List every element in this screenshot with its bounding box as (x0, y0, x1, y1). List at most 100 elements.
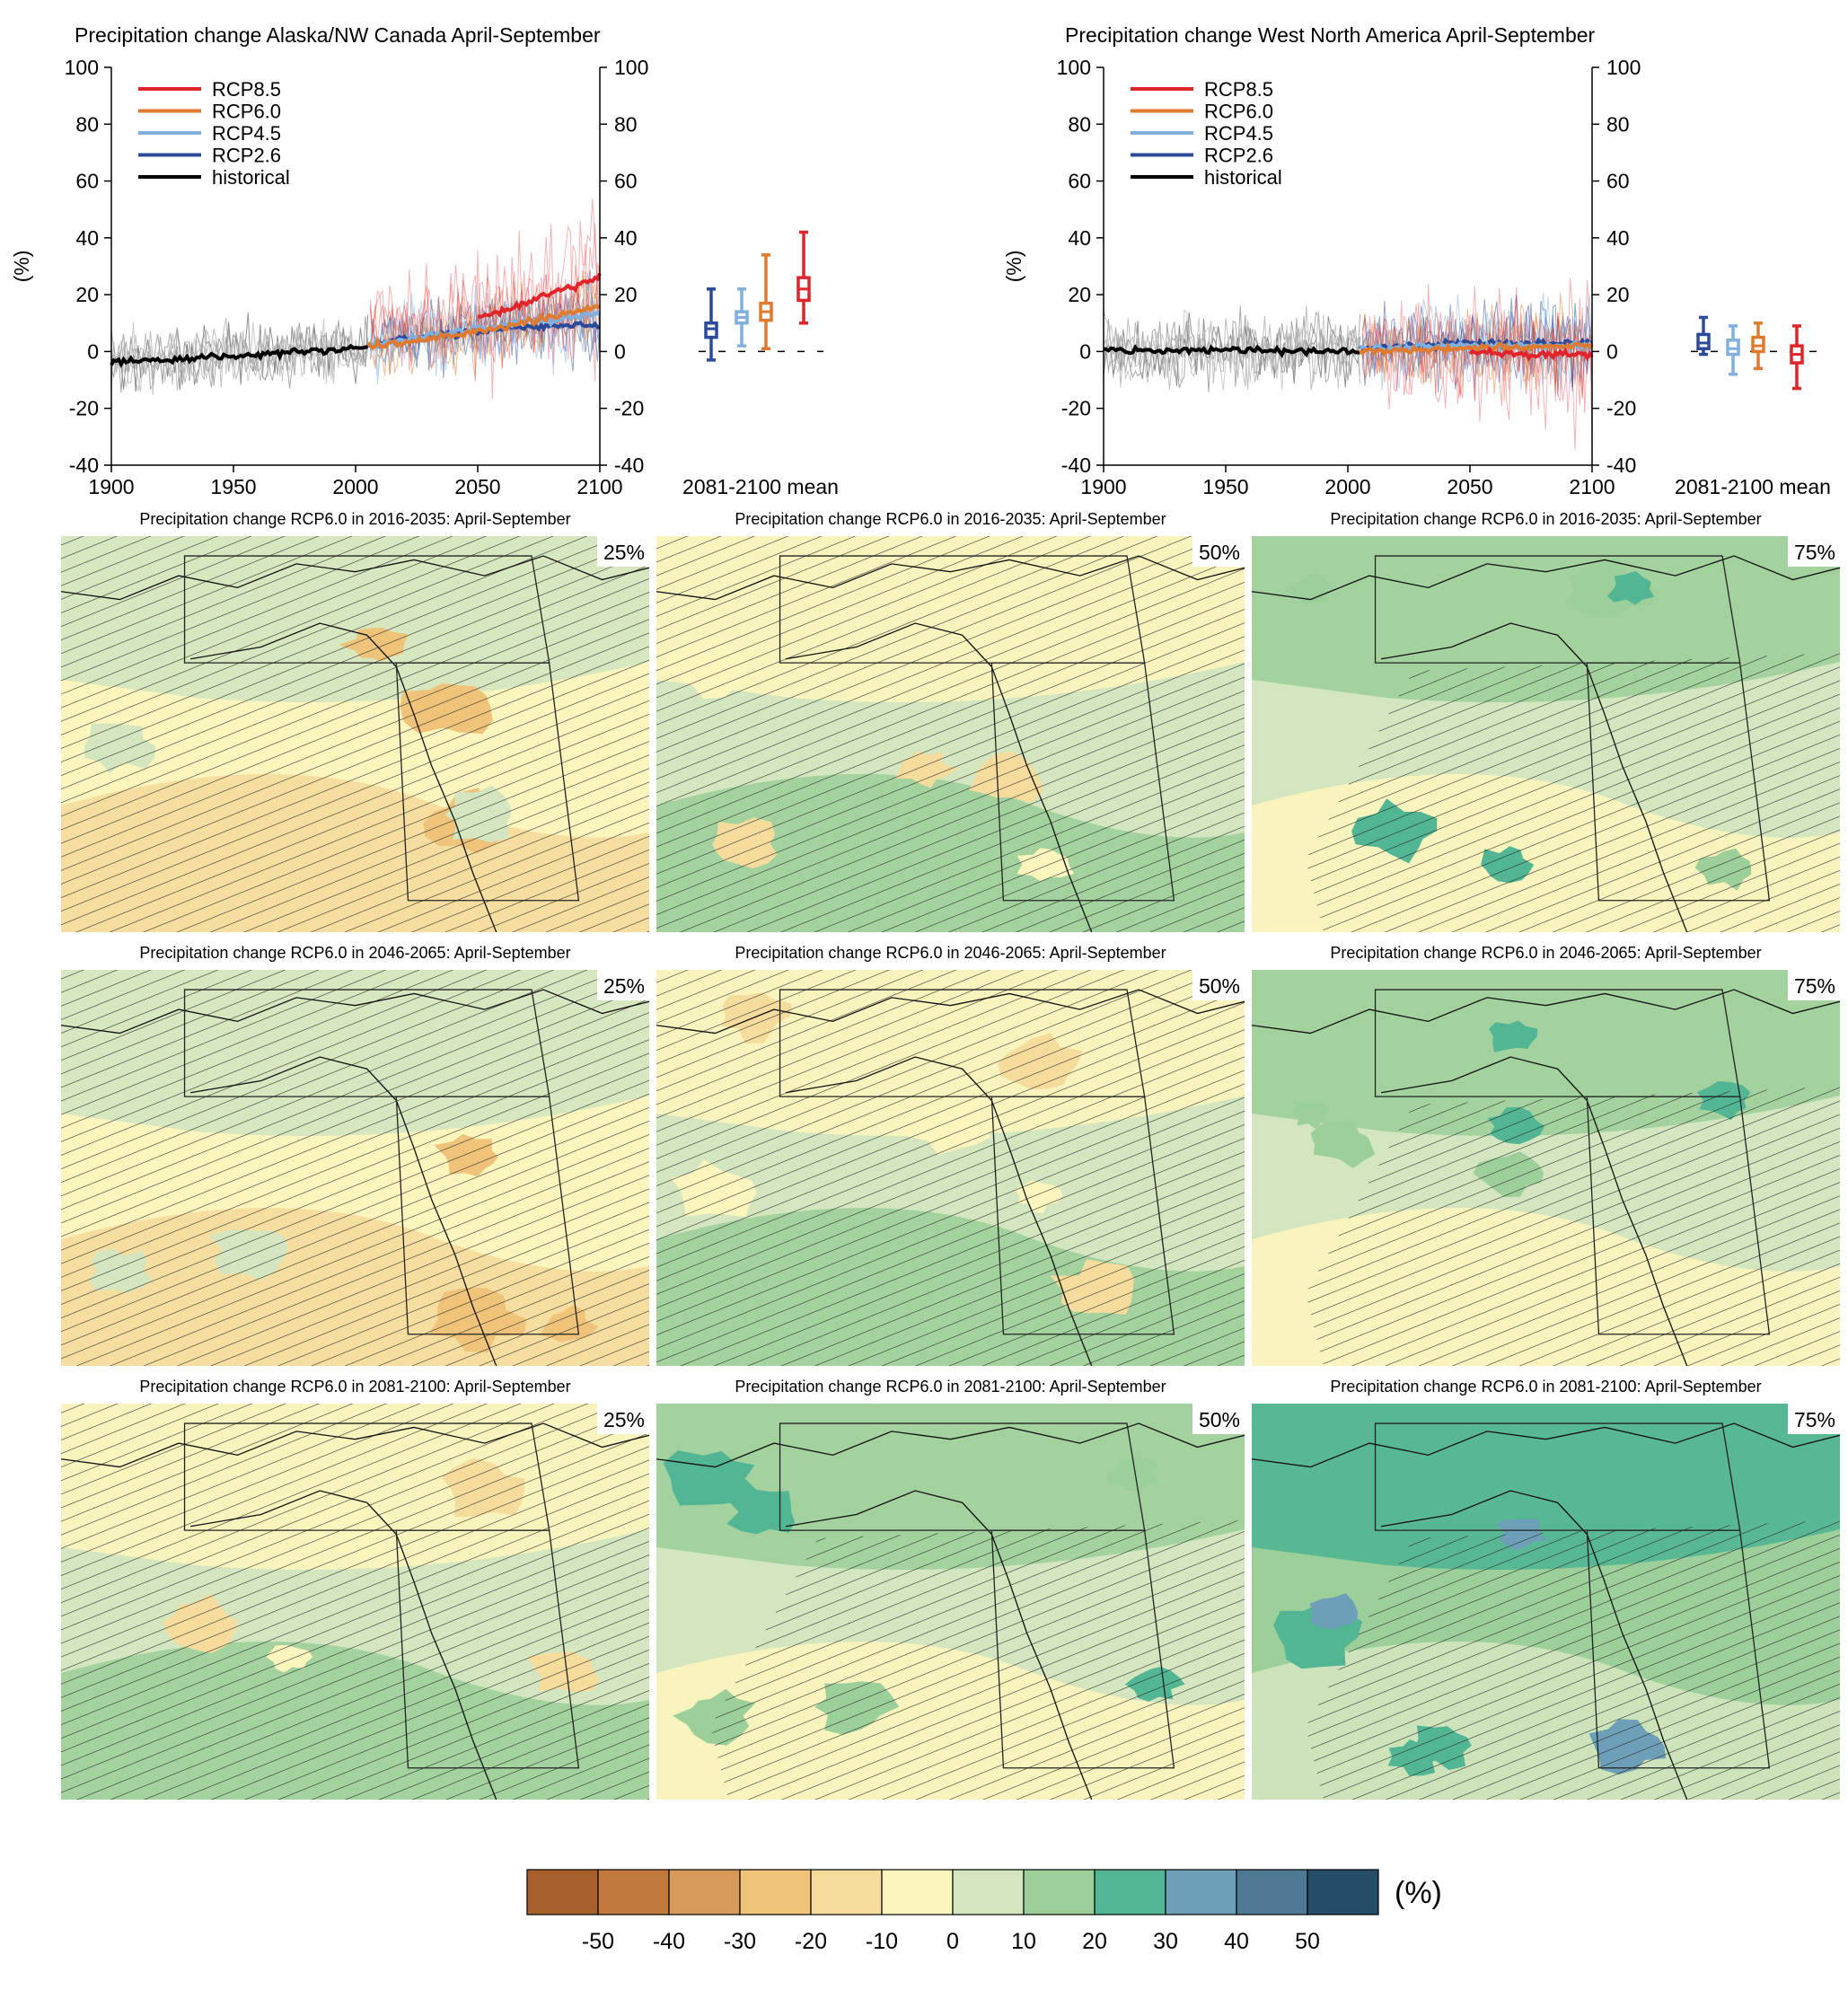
percentile-label-bg (1192, 1404, 1245, 1434)
y-tick-label-right: 80 (1606, 112, 1630, 136)
y-tick-label-right: -40 (1606, 453, 1636, 477)
legend-label: RCP8.5 (1204, 78, 1273, 101)
coastline (656, 989, 1245, 1366)
percentile-label: 25% (603, 974, 645, 998)
map-patch (1281, 572, 1335, 606)
legend-label: historical (212, 166, 290, 189)
colorbar-segment (952, 1869, 1025, 1915)
historical-ensemble-line (110, 317, 369, 391)
map-content (61, 1404, 649, 1800)
y-tick-label: 0 (87, 339, 99, 363)
y-tick-label: -40 (1061, 453, 1091, 477)
map-content (656, 970, 1245, 1366)
colorbar-tick-label: -50 (582, 1929, 614, 1954)
colorbar: -50 -40 -30 -20 -10 0 10 20 30 40 50 (%) (526, 1869, 1442, 1954)
map-hatching (1306, 1520, 1840, 1800)
map-content (61, 970, 649, 1366)
y-tick-label-right: 20 (614, 283, 638, 306)
boxplot-rcp85 (796, 230, 811, 325)
y-tick-label: 40 (1068, 226, 1091, 250)
colorbar-segment (597, 1869, 670, 1915)
region-box-west-north-america (1586, 1529, 1771, 1769)
region-box-west-north-america (395, 1096, 580, 1335)
y-tick-label: 80 (75, 112, 99, 136)
legend-label: historical (1204, 166, 1282, 189)
colorbar-tick-label: 50 (1295, 1929, 1320, 1954)
map-patch (1606, 570, 1655, 605)
map-panel-7: Precipitation change RCP6.0 in 2081-2100… (61, 1378, 649, 1800)
colorbar-segment (1307, 1869, 1379, 1915)
boxplot-rcp45 (735, 287, 749, 348)
colorbar-segment (1023, 1869, 1096, 1915)
map-hatching (61, 970, 649, 1366)
series-mean-line-rcp85 (1468, 346, 1594, 363)
region-box-west-north-america (990, 1096, 1175, 1335)
map-content (656, 536, 1245, 932)
panel-title: Precipitation change Alaska/NW Canada Ap… (75, 23, 601, 47)
percentile-label: 50% (1199, 541, 1240, 564)
y-tick-label: 20 (1068, 283, 1091, 306)
region-box-west-north-america (395, 662, 580, 902)
panel-title: Precipitation change West North America … (1065, 23, 1596, 47)
legend-label: RCP2.6 (1204, 145, 1273, 167)
percentile-label-bg (597, 1404, 649, 1434)
percentile-label: 25% (603, 541, 645, 564)
series-mean-line-rcp60 (1359, 341, 1594, 357)
x-tick-label: 2050 (454, 475, 500, 498)
map-title: Precipitation change RCP6.0 in 2016-2035… (1330, 510, 1761, 528)
region-box-west-north-america (990, 662, 1175, 902)
y-tick-label: -20 (69, 397, 99, 420)
boxplot-rcp60 (759, 253, 773, 351)
percentile-label-bg (1192, 970, 1245, 1000)
coastline (656, 555, 1245, 932)
colorbar-segment (668, 1869, 741, 1915)
boxplot-rcp45 (1726, 324, 1740, 376)
y-tick-label-right: 0 (1606, 339, 1618, 363)
coastline (656, 1422, 1245, 1800)
map-patch (1105, 1455, 1160, 1492)
x-tick-label: 2000 (1324, 475, 1370, 498)
map-title: Precipitation change RCP6.0 in 2081-2100… (139, 1378, 570, 1396)
colorbar-segment (810, 1869, 883, 1915)
x-tick-label: 1900 (1080, 475, 1126, 498)
y-tick-label-right: 0 (614, 339, 626, 363)
legend-label: RCP2.6 (212, 145, 281, 167)
y-tick-label: 20 (75, 283, 99, 306)
percentile-label-bg (597, 970, 649, 1000)
y-tick-label: 0 (1079, 339, 1091, 363)
y-tick-label-right: 40 (614, 226, 638, 250)
map-panel-3: Precipitation change RCP6.0 in 2016-2035… (1252, 510, 1840, 932)
y-tick-label-right: 100 (1606, 56, 1641, 79)
map-hatching (656, 536, 1245, 932)
percentile-label-bg (1788, 970, 1840, 1000)
y-tick-label: 60 (1068, 170, 1091, 193)
y-tick-label-right: 60 (614, 170, 638, 193)
percentile-label: 25% (603, 1408, 645, 1431)
map-panel-6: Precipitation change RCP6.0 in 2046-2065… (1252, 944, 1840, 1366)
x-tick-label: 1950 (1202, 475, 1248, 498)
percentile-label: 50% (1199, 1408, 1240, 1431)
colorbar-tick-label: 0 (946, 1929, 959, 1954)
scenario-ensemble-line (369, 198, 601, 366)
map-content (1252, 536, 1840, 932)
series-mean-line-historical (1103, 344, 1360, 359)
boxplot-label: 2081-2100 mean (682, 475, 839, 498)
region-box-west-north-america (990, 1529, 1175, 1769)
percentile-label-bg (1788, 536, 1840, 567)
region-box-west-north-america (1586, 662, 1771, 902)
colorbar-tick-label: 40 (1224, 1929, 1249, 1954)
y-tick-label-right: -40 (614, 453, 644, 477)
x-tick-label: 2000 (332, 475, 378, 498)
percentile-label-bg (597, 536, 649, 567)
boxplot-box (704, 321, 718, 339)
map-panel-5: Precipitation change RCP6.0 in 2046-2065… (656, 944, 1245, 1366)
map-patch (1309, 1593, 1359, 1630)
x-tick-label: 1950 (210, 475, 256, 498)
map-patch (1489, 1020, 1538, 1052)
colorbar-segment (1094, 1869, 1166, 1915)
coastline (1252, 555, 1840, 932)
colorbar-tick-label: 20 (1082, 1929, 1107, 1954)
scenario-ensemble-line (369, 269, 601, 375)
percentile-label: 50% (1199, 974, 1240, 998)
y-tick-label: 100 (1057, 56, 1091, 79)
